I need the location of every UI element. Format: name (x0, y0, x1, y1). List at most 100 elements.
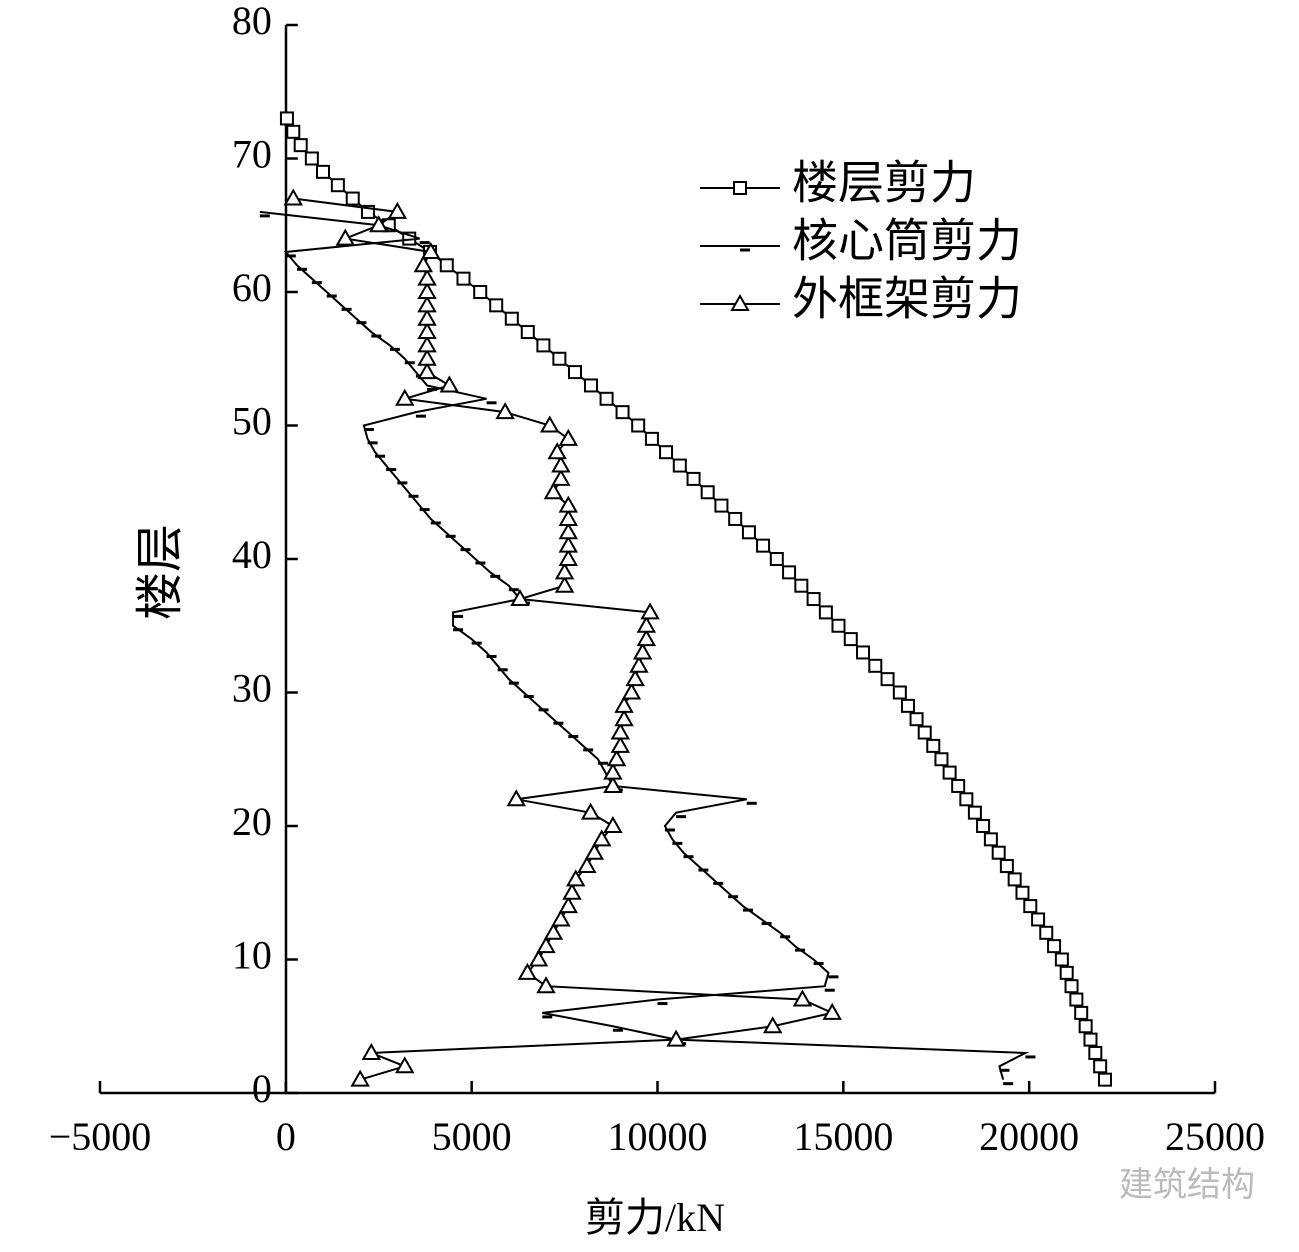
x-tick-label: 20000 (979, 1114, 1079, 1159)
data-point (1031, 912, 1046, 927)
data-point (714, 498, 729, 513)
data-point (456, 271, 471, 286)
data-point (1023, 899, 1038, 914)
data-point (794, 578, 809, 593)
data-point (917, 725, 932, 740)
data-point (345, 191, 360, 206)
data-point (417, 281, 437, 299)
data-point (558, 522, 579, 540)
data-point (1039, 925, 1054, 940)
data-point (554, 575, 575, 593)
data-point (536, 338, 551, 353)
data-point (536, 936, 556, 954)
data-point (666, 1029, 686, 1047)
data-point (926, 738, 941, 753)
watermark: 建筑结构 (1119, 1166, 1255, 1204)
data-point (603, 815, 623, 833)
data-point (439, 258, 454, 273)
data-point (558, 896, 579, 914)
data-point (901, 698, 916, 713)
data-point (603, 775, 623, 793)
data-point (831, 618, 846, 633)
data-point (395, 388, 415, 406)
data-point (279, 111, 294, 126)
data-point (1097, 1072, 1112, 1087)
data-point (413, 255, 434, 273)
data-point (421, 241, 441, 259)
data-point (625, 669, 645, 687)
data-point (1088, 1045, 1103, 1060)
data-point (551, 468, 571, 486)
x-tick-label: 5000 (432, 1114, 512, 1159)
data-point (1059, 965, 1074, 980)
data-point (806, 592, 821, 607)
data-point (631, 418, 646, 433)
y-tick-label: 0 (252, 1066, 272, 1111)
x-tick-label: 0 (276, 1114, 296, 1159)
y-axis-label: 楼层 (134, 524, 187, 620)
data-point (350, 1069, 370, 1087)
data-point (991, 845, 1006, 860)
data-point (520, 325, 535, 340)
data-point (636, 629, 657, 647)
x-tick-label: 10000 (608, 1114, 708, 1159)
data-point (967, 805, 982, 820)
data-point (976, 819, 991, 833)
data-point (536, 976, 556, 994)
data-point (1093, 1059, 1108, 1074)
data-point (621, 682, 642, 700)
data-point (640, 602, 660, 620)
data-point (741, 525, 756, 540)
data-point (843, 632, 858, 647)
data-point (636, 615, 657, 633)
data-point (592, 829, 612, 847)
data-point (558, 428, 579, 446)
data-point (369, 215, 389, 233)
data-point (999, 859, 1014, 874)
data-point (1083, 1032, 1098, 1047)
data-point (610, 735, 631, 753)
legend-label: 楼层剪力 (792, 158, 976, 209)
data-point (934, 752, 949, 767)
data-point (782, 565, 797, 580)
data-point (868, 658, 883, 673)
y-tick-label: 30 (232, 666, 272, 711)
data-point (495, 402, 515, 420)
data-point (554, 562, 575, 580)
data-point (880, 672, 895, 687)
y-tick-label: 70 (232, 132, 272, 177)
data-point (330, 178, 345, 193)
data-point (892, 685, 907, 700)
data-point (644, 431, 659, 446)
data-point (629, 655, 649, 673)
data-point (1078, 1019, 1093, 1034)
data-point (614, 695, 634, 713)
data-point (1054, 952, 1069, 967)
y-tick-label: 10 (232, 933, 272, 978)
data-point (769, 552, 784, 566)
x-tick-label: −5000 (49, 1114, 152, 1159)
data-point (942, 765, 957, 780)
data-point (822, 1002, 842, 1020)
data-point (316, 164, 330, 179)
data-point (610, 722, 631, 740)
data-point (599, 391, 614, 406)
data-point (1069, 992, 1084, 1007)
y-tick-label: 60 (232, 265, 272, 310)
data-point (504, 311, 519, 326)
data-point (603, 762, 623, 780)
data-point (562, 882, 582, 900)
data-point (417, 362, 437, 380)
data-point (659, 445, 674, 460)
data-point (547, 442, 567, 460)
data-point (580, 802, 601, 820)
data-point (417, 308, 437, 326)
data-point (577, 856, 597, 874)
data-point (417, 335, 437, 353)
data-point (909, 712, 924, 727)
data-point (1074, 1005, 1089, 1020)
data-point (1047, 939, 1062, 954)
data-point (615, 405, 630, 420)
data-point (686, 471, 701, 486)
